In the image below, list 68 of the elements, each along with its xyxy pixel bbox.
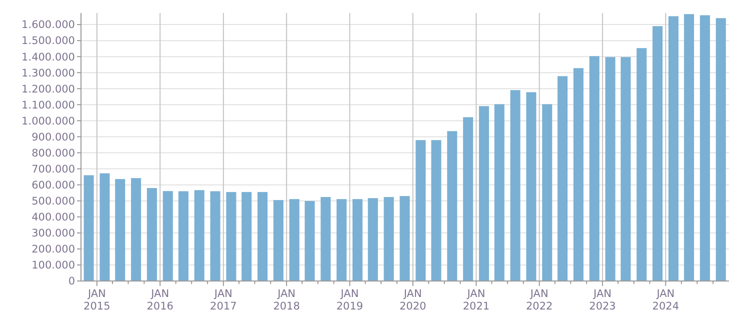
x-tick-label: JAN 2015 — [84, 288, 110, 312]
bar — [226, 192, 236, 281]
bar — [526, 92, 536, 281]
bar — [400, 196, 410, 281]
bar — [194, 190, 204, 281]
x-tick-label: JAN 2023 — [589, 288, 616, 312]
x-tick-label: JAN 2018 — [273, 288, 300, 312]
y-tick-label: 800.000 — [32, 147, 75, 160]
bar — [684, 14, 694, 281]
bar — [589, 56, 600, 281]
y-tick-label: 1.500.000 — [22, 35, 75, 48]
bar — [115, 179, 126, 281]
y-tick-label: 900.000 — [32, 131, 75, 144]
x-tick-label: JAN 2016 — [146, 288, 174, 312]
y-tick-label: 1.000.000 — [22, 115, 75, 128]
bar — [100, 173, 110, 281]
y-tick-label: 600.000 — [32, 180, 75, 192]
y-tick-label: 200.000 — [32, 244, 75, 256]
bar — [542, 104, 552, 281]
bar — [636, 48, 647, 281]
bar — [384, 197, 394, 281]
y-tick-label: 1.400.000 — [22, 51, 75, 64]
bar — [336, 199, 347, 281]
bar — [447, 131, 458, 281]
bar — [700, 15, 710, 281]
x-tick-label: JAN 2021 — [462, 288, 490, 312]
bar — [131, 178, 142, 281]
bar — [304, 201, 315, 281]
y-tick-label: 400.000 — [32, 212, 75, 224]
bar — [668, 16, 678, 281]
bar — [273, 200, 284, 281]
y-tick-label: 100.000 — [32, 260, 75, 272]
bar — [146, 188, 157, 281]
bar — [558, 76, 568, 281]
x-tick-label: JAN 2020 — [400, 288, 426, 312]
bar — [652, 26, 663, 281]
bar — [320, 197, 331, 281]
y-tick-label: 300.000 — [32, 228, 75, 240]
bar — [620, 57, 631, 281]
bar — [84, 175, 94, 281]
bar — [573, 68, 584, 281]
bar — [431, 140, 442, 281]
y-tick-label: 1.200.000 — [22, 83, 75, 96]
bar — [178, 191, 188, 281]
bar — [162, 191, 173, 281]
y-tick-label: 1.600.000 — [22, 19, 75, 32]
y-tick-label: 700.000 — [32, 163, 75, 176]
x-tick-label: JAN 2019 — [336, 288, 364, 312]
bar — [463, 117, 474, 281]
bar — [242, 192, 252, 281]
bar — [605, 57, 616, 281]
bar — [416, 140, 426, 281]
bar — [368, 198, 378, 281]
bar — [289, 199, 300, 281]
x-tick-label: JAN 2017 — [210, 288, 237, 312]
bar — [210, 191, 220, 281]
bar — [352, 199, 363, 281]
bar — [494, 104, 504, 281]
x-tick-label: JAN 2022 — [526, 288, 553, 312]
y-tick-label: 1.100.000 — [22, 99, 75, 112]
y-tick-label: 1.300.000 — [22, 67, 75, 80]
bar — [257, 192, 268, 281]
bar — [478, 106, 490, 281]
bar — [716, 18, 726, 281]
y-tick-label: 500.000 — [32, 196, 75, 208]
x-tick-label: JAN 2024 — [652, 288, 680, 312]
y-tick-label: 0 — [68, 276, 75, 288]
bar — [510, 90, 520, 281]
